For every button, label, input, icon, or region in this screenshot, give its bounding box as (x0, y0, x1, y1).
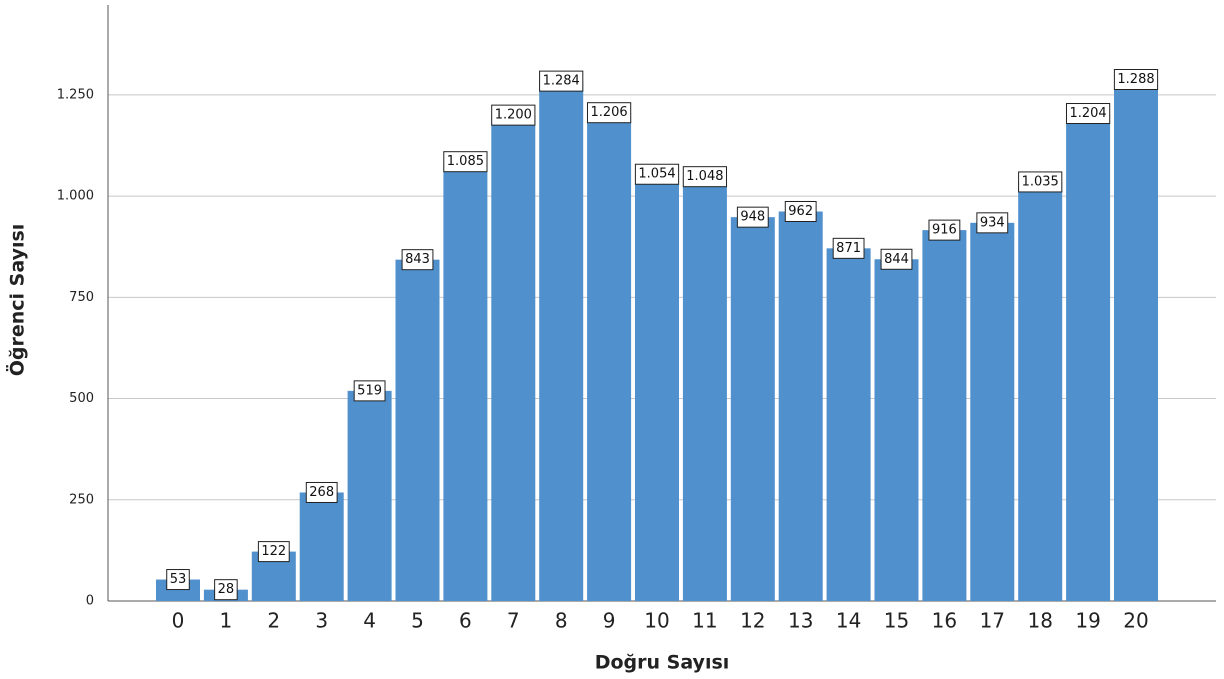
y-tick-label: 1.000 (57, 189, 94, 204)
data-label-box (634, 163, 680, 185)
x-tick-label: 8 (555, 609, 568, 633)
data-label-box (976, 212, 1009, 234)
bar (922, 230, 967, 601)
data-label-box (443, 151, 488, 173)
bar (1018, 181, 1063, 601)
data-label-box (682, 166, 728, 188)
data-label-box (353, 380, 386, 402)
bar (443, 161, 488, 601)
bar (1114, 79, 1158, 601)
data-label: 1.288 (1117, 72, 1154, 87)
x-tick-label: 12 (740, 609, 765, 633)
bar (395, 259, 440, 601)
y-tick-label: 250 (69, 492, 94, 507)
data-label-box (214, 579, 238, 601)
x-tick-label: 3 (315, 609, 328, 633)
data-label: 844 (884, 252, 909, 267)
data-label-box (736, 206, 769, 228)
data-label: 519 (357, 383, 382, 398)
bar (874, 259, 919, 601)
x-tick-label: 6 (459, 609, 472, 633)
data-label: 1.085 (447, 154, 484, 169)
data-label-box (880, 248, 913, 270)
data-label-box (586, 102, 632, 124)
bar (730, 217, 775, 602)
data-label-box (401, 249, 434, 271)
x-tick-label: 10 (644, 609, 669, 633)
data-label: 268 (309, 485, 334, 500)
data-label: 1.204 (1069, 106, 1106, 121)
bar (826, 248, 871, 602)
bar (299, 492, 344, 601)
data-label: 916 (932, 223, 957, 238)
data-label: 948 (740, 210, 765, 225)
bar (778, 211, 823, 601)
data-label-box (1065, 103, 1111, 125)
x-tick-label: 0 (172, 609, 185, 633)
data-label: 843 (405, 252, 430, 267)
data-label-box (832, 237, 865, 259)
x-tick-label: 17 (980, 609, 1005, 633)
bar (682, 176, 727, 601)
data-label: 122 (261, 544, 286, 559)
data-label-box (305, 481, 338, 503)
x-tick-label: 15 (884, 609, 909, 633)
bar (587, 112, 632, 602)
data-label: 53 (170, 572, 187, 587)
data-label-box (928, 219, 961, 241)
bar (1066, 113, 1111, 602)
x-tick-label: 2 (267, 609, 280, 633)
data-label: 28 (218, 582, 235, 597)
bar (347, 390, 392, 601)
data-label: 1.054 (638, 167, 675, 182)
x-tick-label: 5 (411, 609, 424, 633)
y-tick-label: 500 (69, 391, 94, 406)
data-label: 871 (836, 241, 861, 256)
x-axis-label: Doğru Sayısı (595, 652, 730, 674)
bar (970, 222, 1015, 601)
y-tick-label: 0 (86, 594, 94, 609)
data-label-box (257, 541, 290, 563)
x-tick-label: 14 (836, 609, 861, 633)
data-label: 1.206 (590, 105, 627, 120)
y-axis-label: Öğrenci Sayısı (5, 224, 29, 377)
data-label: 1.284 (543, 74, 580, 89)
data-label-box (539, 70, 584, 92)
bar (491, 115, 536, 601)
x-tick-label: 20 (1123, 609, 1148, 633)
data-label-box (784, 200, 817, 222)
data-label-box (1113, 69, 1159, 90)
x-tick-label: 1 (220, 609, 233, 633)
bar (635, 174, 679, 601)
data-label: 1.035 (1022, 174, 1059, 189)
x-tick-label: 16 (932, 609, 957, 633)
data-label-box (166, 569, 190, 591)
y-tick-label: 1.250 (57, 87, 94, 102)
y-tick-label: 750 (69, 290, 94, 305)
x-tick-label: 11 (692, 609, 717, 633)
x-tick-label: 9 (603, 609, 616, 633)
data-label: 1.048 (686, 169, 723, 184)
data-label: 934 (980, 215, 1005, 230)
bar (539, 81, 584, 601)
data-label-box (1018, 171, 1063, 193)
x-tick-label: 4 (363, 609, 376, 633)
data-label-box (491, 104, 536, 126)
data-label: 1.200 (495, 108, 532, 123)
x-tick-label: 18 (1027, 609, 1052, 633)
data-label: 962 (788, 204, 813, 219)
x-tick-label: 13 (788, 609, 813, 633)
x-tick-label: 19 (1075, 609, 1100, 633)
x-tick-label: 7 (507, 609, 520, 633)
